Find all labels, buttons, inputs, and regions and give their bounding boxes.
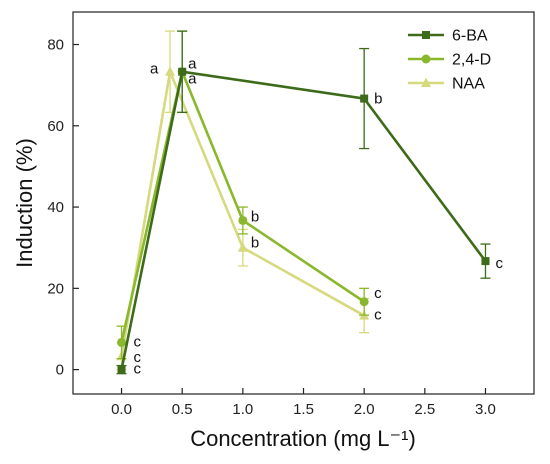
legend-item: NAA: [408, 76, 485, 93]
x-tick-label: 2.5: [414, 401, 435, 418]
significance-letter: b: [251, 235, 259, 252]
data-point: [165, 66, 176, 76]
legend-marker: [421, 77, 431, 87]
data-point: [238, 215, 248, 225]
data-point: [359, 297, 369, 307]
data-point: [178, 67, 187, 76]
legend-item: 6-BA: [408, 28, 488, 45]
x-tick-label: 2.0: [354, 401, 375, 418]
legend-marker: [422, 31, 430, 39]
significance-letter: c: [134, 333, 142, 350]
legend-label: 6-BA: [452, 28, 488, 45]
series-line: [120, 70, 487, 370]
significance-letter: c: [374, 307, 382, 324]
significance-letter: c: [374, 285, 382, 302]
significance-letter: a: [150, 61, 159, 78]
data-point: [360, 94, 369, 103]
significance-letter: c: [495, 255, 503, 272]
y-tick-label: 40: [47, 199, 64, 216]
legend-item: 2,4-D: [408, 52, 491, 69]
x-tick-label: 1.0: [232, 401, 253, 418]
x-tick-label: 3.0: [475, 401, 496, 418]
x-tick-label: 0.5: [172, 401, 193, 418]
significance-letter: c: [134, 361, 142, 378]
x-axis-ticks: 0.0 0.5 1.0 1.5 2.0 2.5 3.0: [111, 388, 496, 418]
legend-marker: [421, 54, 431, 64]
significance-letter: b: [374, 91, 382, 108]
y-tick-label: 0: [56, 362, 64, 379]
series-6-ba: [116, 30, 491, 375]
x-axis-title: Concentration (mg L⁻¹): [190, 426, 416, 451]
significance-letter: b: [251, 208, 259, 225]
significance-letter: c: [134, 349, 142, 366]
significance-letter: a: [188, 71, 197, 88]
y-tick-label: 20: [47, 280, 64, 297]
data-point: [237, 242, 248, 252]
plot-frame: [72, 11, 535, 395]
legend-label: 2,4-D: [452, 52, 491, 69]
data-point: [481, 257, 490, 266]
y-tick-label: 80: [47, 37, 64, 54]
data-point: [117, 365, 126, 374]
x-tick-label: 1.5: [293, 401, 314, 418]
significance-letter: a: [188, 56, 197, 73]
data-point: [117, 337, 127, 347]
legend: 6-BA 2,4-D NAA: [408, 28, 491, 93]
y-axis-ticks: 0 20 40 60 80: [47, 37, 79, 379]
x-tick-label: 0.0: [111, 401, 132, 418]
legend-label: NAA: [452, 76, 485, 93]
series-line: [120, 67, 365, 357]
y-axis-title: Induction (%): [12, 138, 37, 268]
series-line: [120, 67, 365, 343]
y-tick-label: 60: [47, 118, 64, 135]
